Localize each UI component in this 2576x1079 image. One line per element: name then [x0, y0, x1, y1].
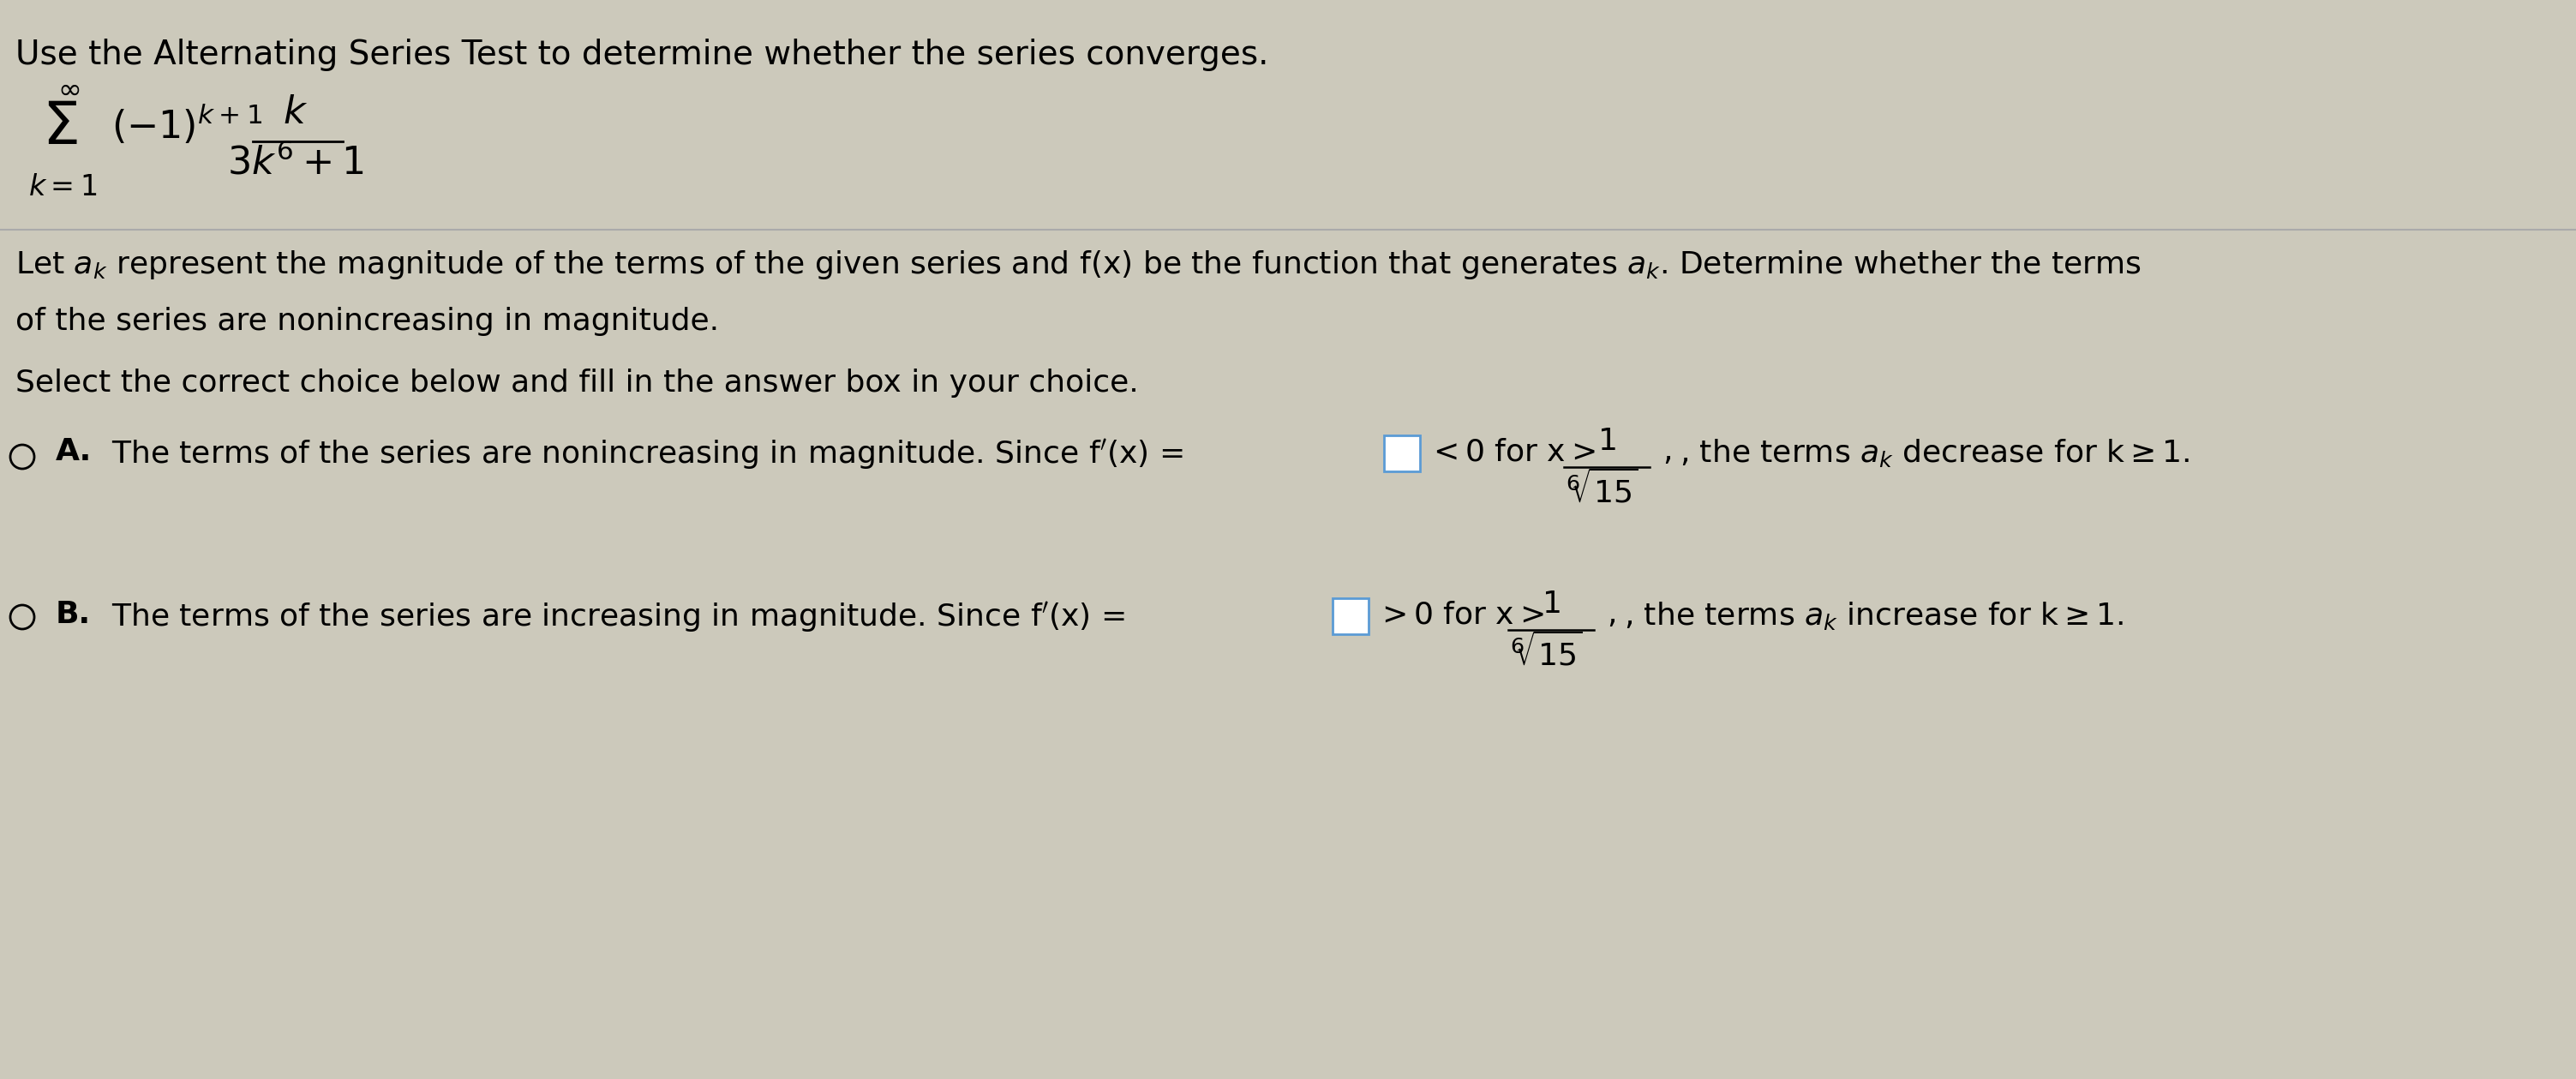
- Text: , the terms $a_k$ decrease for k$\geq$1.: , the terms $a_k$ decrease for k$\geq$1.: [1680, 437, 2190, 468]
- Text: $<$0 for x$>$: $<$0 for x$>$: [1427, 437, 1595, 466]
- Bar: [1383, 435, 1419, 472]
- Text: , the terms $a_k$ increase for k$\geq$1.: , the terms $a_k$ increase for k$\geq$1.: [1623, 600, 2123, 631]
- Text: ,: ,: [1662, 437, 1672, 466]
- Text: Select the correct choice below and fill in the answer box in your choice.: Select the correct choice below and fill…: [15, 369, 1139, 398]
- Text: B.: B.: [57, 600, 90, 629]
- Text: $1$: $1$: [1543, 589, 1561, 618]
- Text: $>$0 for x$>$: $>$0 for x$>$: [1376, 600, 1543, 629]
- Text: $1$: $1$: [1597, 427, 1615, 456]
- Text: $3k^6+1$: $3k^6+1$: [227, 144, 363, 182]
- Text: of the series are nonincreasing in magnitude.: of the series are nonincreasing in magni…: [15, 306, 719, 336]
- Text: $\Sigma$: $\Sigma$: [41, 98, 77, 156]
- Text: ,: ,: [1607, 600, 1618, 629]
- Text: Use the Alternating Series Test to determine whether the series converges.: Use the Alternating Series Test to deter…: [15, 39, 1270, 71]
- Text: $k=1$: $k=1$: [28, 173, 98, 202]
- Bar: [1332, 598, 1368, 634]
- Text: $\infty$: $\infty$: [57, 76, 80, 104]
- Text: A.: A.: [57, 437, 93, 466]
- Text: The terms of the series are nonincreasing in magnitude. Since f$'$(x) =: The terms of the series are nonincreasin…: [111, 437, 1182, 472]
- Text: $(-1)^{k+1}$: $(-1)^{k+1}$: [111, 103, 263, 147]
- Text: $^6\!\!\sqrt{15}$: $^6\!\!\sqrt{15}$: [1566, 469, 1638, 508]
- Text: Let $a_k$ represent the magnitude of the terms of the given series and f(x) be t: Let $a_k$ represent the magnitude of the…: [15, 248, 2141, 282]
- Text: $^6\!\!\sqrt{15}$: $^6\!\!\sqrt{15}$: [1510, 632, 1582, 671]
- Text: The terms of the series are increasing in magnitude. Since f$'$(x) =: The terms of the series are increasing i…: [111, 600, 1126, 634]
- Text: $k$: $k$: [283, 94, 309, 132]
